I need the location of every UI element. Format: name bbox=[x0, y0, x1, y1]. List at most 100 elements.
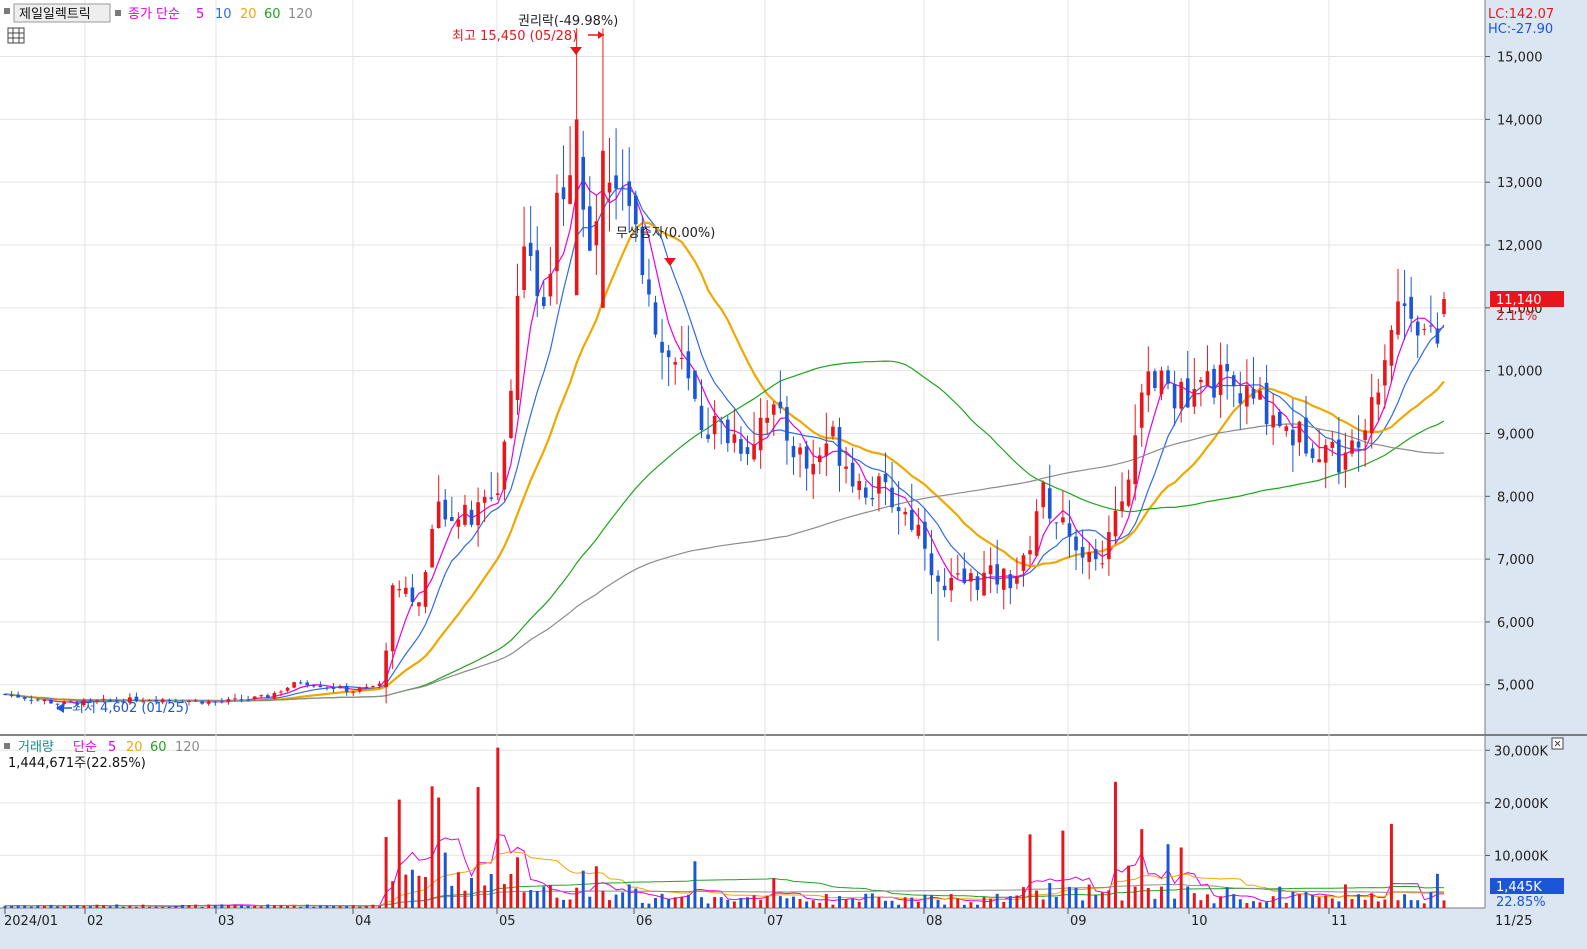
panel-close-icon[interactable] bbox=[1551, 737, 1564, 750]
candle bbox=[88, 698, 93, 702]
candle bbox=[1363, 418, 1367, 467]
volume-bar bbox=[1120, 900, 1124, 908]
volume-bar bbox=[1205, 894, 1209, 908]
volume-bar bbox=[1251, 901, 1255, 908]
volume-bar bbox=[1442, 900, 1446, 908]
candle bbox=[693, 370, 697, 402]
chart-legend: 제일일렉트릭 종가 단순 5 10 20 60 120 bbox=[4, 3, 313, 44]
candle bbox=[1291, 398, 1295, 473]
candle bbox=[496, 472, 500, 501]
volume-bar bbox=[1002, 901, 1006, 908]
candle bbox=[732, 409, 737, 453]
date-tick-label: 04 bbox=[355, 914, 372, 929]
volume-label: 거래량 bbox=[18, 740, 54, 755]
volume-bar bbox=[266, 904, 270, 908]
volume-bar bbox=[496, 747, 500, 908]
volume-bar bbox=[16, 905, 20, 908]
price-tick-label: 6,000 bbox=[1497, 616, 1534, 631]
candle bbox=[1067, 500, 1072, 558]
grid-toggle-icon[interactable] bbox=[7, 27, 25, 44]
candle bbox=[758, 398, 763, 469]
volume-bar bbox=[838, 896, 841, 908]
candle bbox=[338, 684, 342, 689]
ex-rights-annotation: 권리락(-49.98%) bbox=[518, 14, 618, 29]
volume-bar bbox=[930, 895, 933, 908]
candle bbox=[1107, 515, 1111, 576]
volume-bar bbox=[1173, 898, 1177, 908]
bonus-marker-icon bbox=[664, 258, 676, 266]
volume-bar bbox=[1015, 895, 1019, 908]
volume-bar bbox=[1041, 899, 1045, 908]
volume-tag-value: 1,445K bbox=[1496, 880, 1542, 895]
volume-bar bbox=[49, 904, 53, 908]
candle bbox=[936, 570, 940, 641]
volume-bar bbox=[516, 857, 519, 908]
candle bbox=[266, 693, 270, 698]
stock-name-box[interactable] bbox=[13, 3, 111, 23]
volume-bar bbox=[62, 905, 66, 908]
price-tick-label: 12,000 bbox=[1497, 239, 1543, 254]
candle bbox=[909, 483, 914, 532]
volume-bar bbox=[1245, 903, 1249, 908]
candle bbox=[975, 572, 980, 601]
volume-bar bbox=[772, 878, 776, 908]
volume-bar bbox=[654, 898, 657, 908]
candle bbox=[1330, 430, 1335, 457]
candle bbox=[377, 680, 382, 689]
candle bbox=[1185, 350, 1190, 408]
candle bbox=[877, 472, 881, 512]
volume-bar bbox=[154, 906, 158, 908]
candle bbox=[436, 475, 441, 529]
volume-bar bbox=[1271, 896, 1275, 908]
volume-bar bbox=[246, 905, 250, 908]
volume-bar bbox=[259, 906, 263, 908]
candle bbox=[883, 452, 888, 506]
volume-bar bbox=[233, 904, 237, 908]
candle bbox=[896, 480, 901, 535]
candle bbox=[798, 443, 802, 478]
volume-bar bbox=[148, 906, 152, 908]
candle bbox=[647, 258, 651, 307]
candle bbox=[75, 700, 80, 708]
candle bbox=[1383, 344, 1387, 409]
candle bbox=[1396, 268, 1400, 340]
candle bbox=[397, 580, 402, 598]
volume-bar bbox=[1435, 873, 1439, 908]
candle bbox=[1015, 557, 1019, 590]
date-tick-label: 08 bbox=[926, 914, 943, 929]
price-tick-label: 14,000 bbox=[1497, 113, 1543, 128]
candle bbox=[587, 176, 592, 252]
volume-bar bbox=[1133, 886, 1137, 908]
candle bbox=[673, 357, 678, 385]
candle bbox=[653, 295, 658, 338]
volume-bar bbox=[240, 905, 244, 908]
candle bbox=[1047, 464, 1052, 525]
volume-tick-label: 30,000K bbox=[1494, 744, 1548, 759]
candle bbox=[1218, 342, 1223, 418]
volume-bar bbox=[443, 852, 447, 908]
volume-bar bbox=[325, 905, 329, 908]
candle bbox=[16, 691, 20, 698]
volume-bar bbox=[1186, 886, 1190, 908]
candle bbox=[1337, 416, 1341, 485]
volume-bar bbox=[739, 898, 743, 908]
candle bbox=[364, 683, 369, 689]
price-tick-label: 13,000 bbox=[1497, 176, 1543, 191]
date-tick-label: 10 bbox=[1191, 914, 1208, 929]
volume-bar bbox=[1324, 895, 1328, 908]
volume-bar bbox=[88, 906, 92, 908]
candle bbox=[955, 554, 960, 580]
candle bbox=[1231, 371, 1236, 408]
candle bbox=[95, 699, 99, 705]
candle bbox=[279, 690, 283, 697]
candle bbox=[1001, 567, 1006, 610]
moving-average-lines bbox=[4, 177, 1445, 704]
price-axis: 5,0006,0007,0008,0009,00010,00011,00012,… bbox=[1485, 51, 1543, 694]
volume-bar bbox=[923, 894, 927, 908]
volume-bar bbox=[1067, 886, 1071, 908]
candle bbox=[331, 682, 336, 693]
candle bbox=[1422, 323, 1427, 336]
candle bbox=[739, 426, 743, 462]
volume-bar bbox=[824, 894, 828, 908]
volume-bar bbox=[851, 898, 855, 908]
